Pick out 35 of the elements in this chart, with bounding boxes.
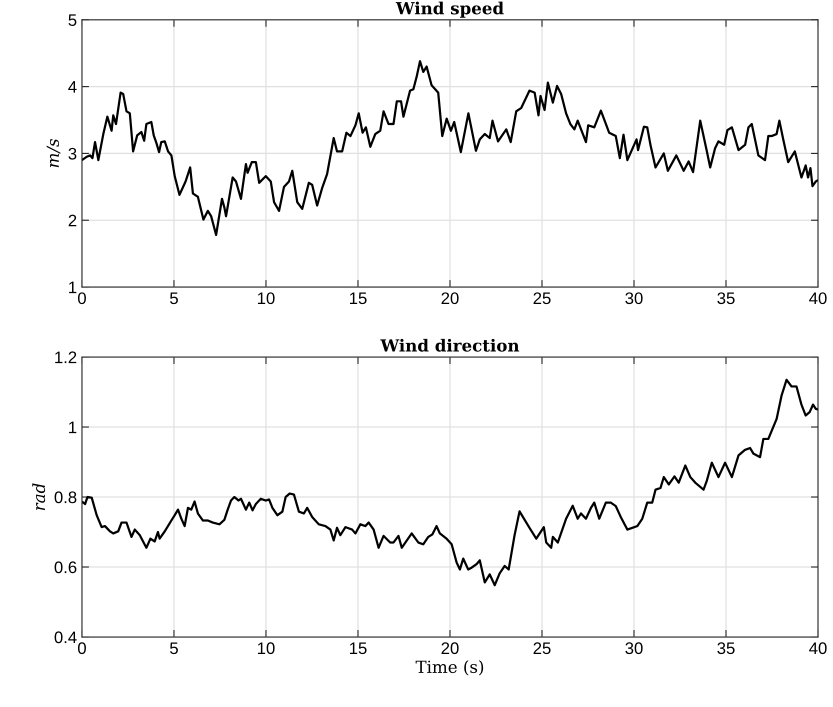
chart-title: Wind direction: [380, 338, 520, 352]
x-axis-title: Time (s): [416, 660, 484, 676]
y-tick-label: 1: [69, 422, 76, 434]
x-tick-label: 5: [170, 292, 178, 304]
x-tick-label: 15: [350, 642, 367, 654]
x-tick-label: 10: [258, 292, 275, 304]
line-series: [82, 378, 818, 586]
y-axis-title: rad: [32, 483, 46, 510]
chart-title: Wind speed: [396, 2, 504, 18]
x-tick-label: 30: [625, 642, 643, 654]
y-tick-label: 0.4: [54, 631, 77, 644]
x-tick-label: 25: [534, 292, 551, 304]
x-tick-label: 5: [170, 642, 178, 654]
x-tick-label: 15: [350, 292, 367, 304]
y-tick-label: 4: [68, 81, 77, 93]
y-tick-label: 0.6: [54, 561, 76, 574]
y-tick-label: 1.2: [55, 351, 76, 364]
x-tick-label: 0: [78, 642, 86, 654]
x-tick-label: 40: [809, 642, 827, 654]
y-tick-label: 3: [68, 148, 76, 160]
x-tick-label: 35: [717, 292, 735, 304]
y-tick-label: 0.8: [54, 491, 76, 504]
x-tick-label: 10: [258, 642, 275, 654]
x-tick-label: 35: [717, 642, 735, 654]
line-series: [82, 60, 818, 236]
x-tick-label: 25: [534, 642, 551, 654]
x-tick-label: 40: [809, 292, 827, 304]
y-tick-label: 1: [69, 282, 76, 294]
y-axis-title: m/s: [46, 139, 60, 168]
x-tick-label: 20: [442, 642, 459, 654]
y-tick-label: 5: [68, 14, 76, 26]
x-tick-label: 20: [442, 292, 459, 304]
y-tick-label: 2: [68, 214, 76, 226]
x-tick-label: 0: [78, 292, 86, 304]
x-tick-label: 30: [625, 292, 643, 304]
